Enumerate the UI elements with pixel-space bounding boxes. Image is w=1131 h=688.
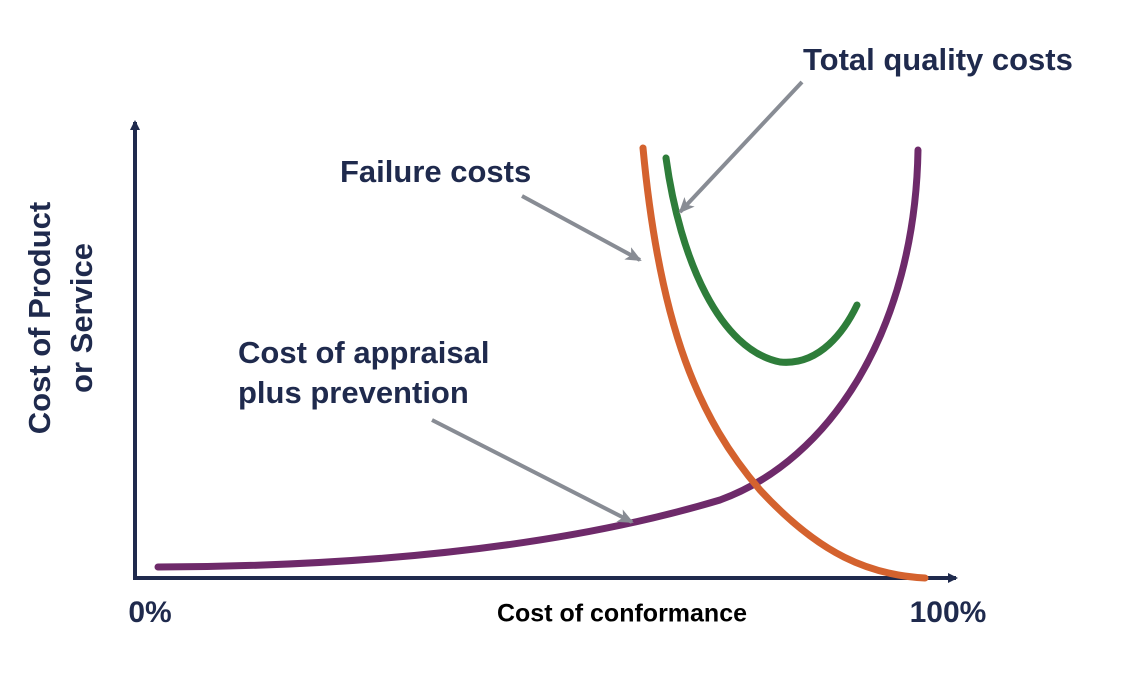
y-axis-label-line: or Service [64, 243, 99, 393]
y-axis-label-line: Cost of Product [22, 202, 57, 435]
failure-label: Failure costs [340, 154, 531, 189]
pointer-arrow [521, 194, 642, 262]
x-start-label: 0% [128, 596, 171, 629]
pointer-arrow [431, 418, 634, 524]
appraisal-label: plus prevention [238, 375, 469, 410]
total-label: Total quality costs [803, 42, 1073, 77]
y-axis-label: Cost of Product or Service [22, 202, 99, 435]
appraisal-label: Cost of appraisal [238, 335, 490, 370]
x-axis-label: Cost of conformance [497, 600, 747, 628]
appraisal-curve [154, 146, 922, 571]
total-curve [662, 154, 861, 366]
failure-curve [639, 144, 929, 582]
pointer-arrow [678, 80, 804, 214]
x-end-label: 100% [910, 596, 987, 629]
